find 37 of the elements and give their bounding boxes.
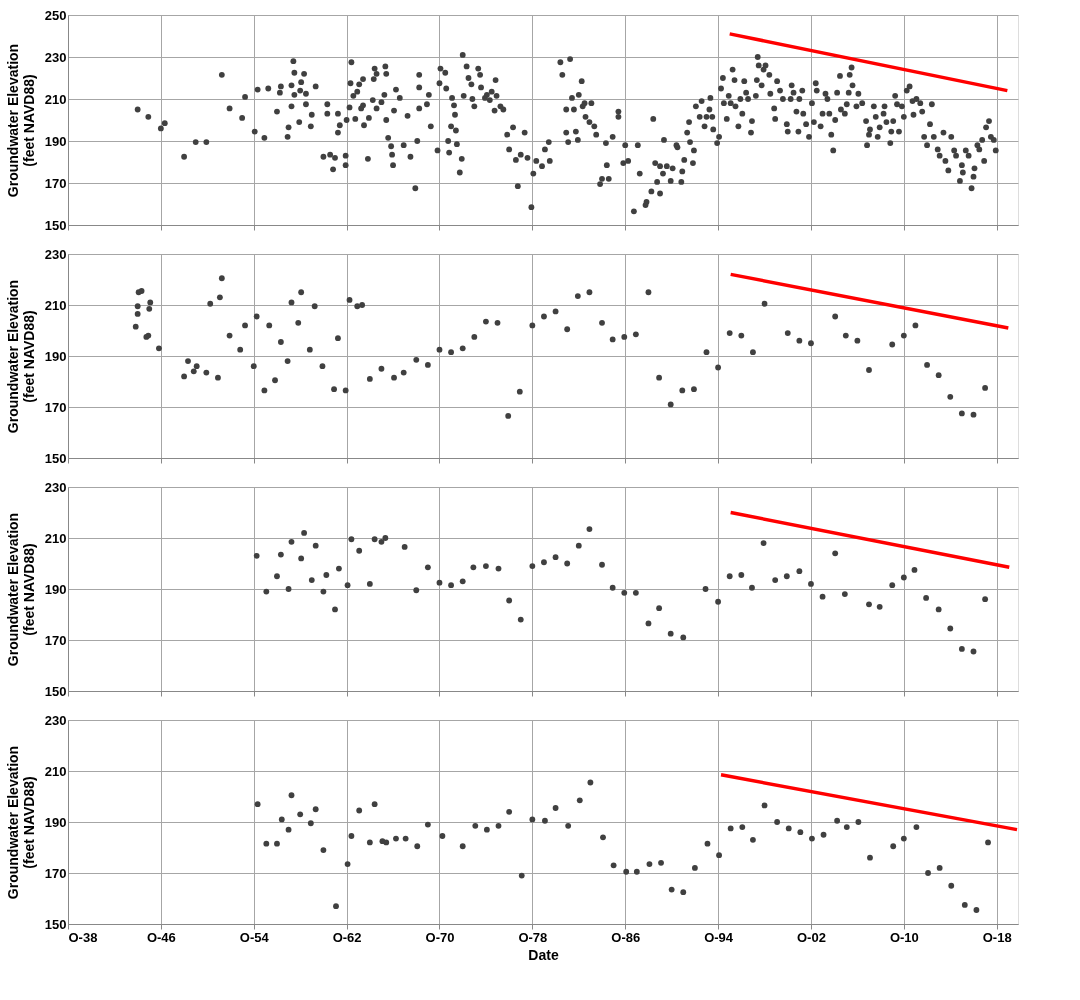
y-tick-label: 210: [44, 530, 67, 546]
x-axis-title: Date: [528, 946, 559, 963]
y-tick-label: 190: [44, 348, 67, 364]
y-tick-label: 170: [44, 865, 67, 881]
x-tick-label: O-02: [797, 929, 826, 945]
x-tick-label: O-70: [425, 929, 455, 945]
x-tick-label: O-10: [889, 929, 919, 945]
x-tick-label: O-62: [332, 929, 362, 945]
y-tick-label: 210: [44, 763, 67, 779]
y-tick-label: 170: [44, 399, 67, 415]
y-axis-title: Groundwater Elevation (feet NAVD88): [4, 279, 37, 434]
x-tick-label: O-54: [239, 929, 270, 945]
y-tick-label: 210: [44, 91, 67, 107]
y-tick-label: 190: [44, 133, 67, 149]
y-tick-label: 230: [44, 712, 67, 728]
x-tick-label: O-38: [68, 929, 98, 945]
y-tick-label: 170: [44, 632, 67, 648]
x-tick-label: O-18: [982, 929, 1012, 945]
x-tick-label: O-78: [518, 929, 548, 945]
y-axis-title: Groundwater Elevation (feet NAVD88): [4, 512, 37, 667]
y-axis-title: Groundwater Elevation (feet NAVD88): [4, 745, 37, 900]
y-tick-label: 150: [44, 683, 67, 699]
y-tick-label: 150: [44, 450, 67, 466]
y-tick-label: 230: [44, 479, 67, 495]
y-tick-label: 210: [44, 297, 67, 313]
y-tick-label: 190: [44, 581, 67, 597]
y-tick-label: 190: [44, 814, 67, 830]
x-tick-label: O-86: [611, 929, 641, 945]
y-axis-title: Groundwater Elevation (feet NAVD88): [4, 43, 37, 198]
x-tick-label: O-46: [146, 929, 176, 945]
y-tick-label: 150: [44, 217, 67, 233]
y-tick-label: 230: [44, 246, 67, 262]
y-tick-label: 150: [44, 916, 67, 932]
y-tick-label: 230: [44, 49, 67, 65]
y-tick-label: 250: [44, 7, 67, 23]
x-tick-label: O-94: [704, 929, 734, 945]
y-tick-label: 170: [44, 175, 67, 191]
